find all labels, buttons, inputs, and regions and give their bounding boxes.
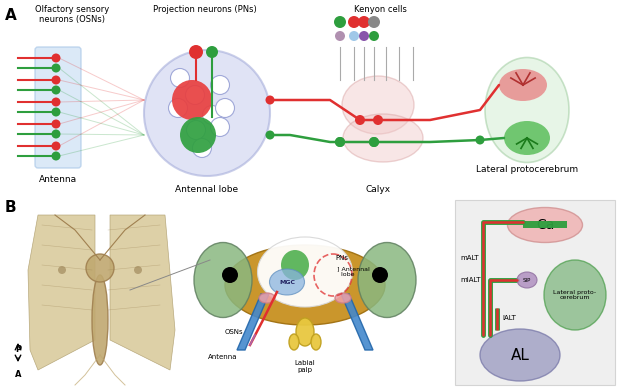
- Circle shape: [373, 115, 383, 125]
- Text: A: A: [15, 370, 21, 379]
- Text: PNs: PNs: [335, 255, 348, 261]
- Circle shape: [369, 137, 379, 147]
- Text: A: A: [5, 8, 17, 23]
- Text: lALT: lALT: [502, 315, 516, 321]
- Ellipse shape: [342, 76, 414, 134]
- Text: SIP: SIP: [523, 277, 531, 283]
- Circle shape: [335, 31, 345, 41]
- Ellipse shape: [92, 275, 108, 365]
- Circle shape: [349, 31, 359, 41]
- Text: P: P: [15, 346, 21, 354]
- Circle shape: [134, 266, 142, 274]
- Circle shape: [193, 139, 212, 158]
- Circle shape: [51, 120, 60, 128]
- Ellipse shape: [499, 69, 547, 101]
- Ellipse shape: [270, 269, 305, 295]
- Text: ] Antennal
  lobe: ] Antennal lobe: [337, 267, 370, 277]
- Ellipse shape: [289, 334, 299, 350]
- Ellipse shape: [311, 334, 321, 350]
- Circle shape: [369, 31, 379, 41]
- Circle shape: [372, 267, 388, 283]
- Circle shape: [172, 80, 212, 120]
- Circle shape: [180, 117, 216, 153]
- Polygon shape: [28, 215, 95, 370]
- Circle shape: [265, 130, 275, 139]
- Text: OSNs: OSNs: [225, 329, 243, 335]
- Ellipse shape: [504, 121, 550, 155]
- Text: Labial
palp: Labial palp: [295, 360, 315, 373]
- Ellipse shape: [296, 318, 314, 346]
- Circle shape: [168, 99, 188, 118]
- Circle shape: [189, 45, 203, 59]
- Ellipse shape: [480, 329, 560, 381]
- Circle shape: [206, 46, 218, 58]
- Circle shape: [334, 16, 346, 28]
- Circle shape: [170, 68, 189, 87]
- Text: Antenna: Antenna: [207, 354, 237, 360]
- Polygon shape: [237, 294, 269, 350]
- Circle shape: [355, 115, 365, 125]
- Circle shape: [51, 142, 60, 151]
- Ellipse shape: [335, 293, 351, 303]
- Circle shape: [358, 16, 370, 28]
- Circle shape: [210, 75, 230, 94]
- FancyBboxPatch shape: [35, 47, 81, 168]
- Ellipse shape: [225, 245, 385, 325]
- Circle shape: [51, 98, 60, 106]
- Text: Calyx: Calyx: [365, 185, 391, 194]
- Ellipse shape: [485, 58, 569, 163]
- Circle shape: [369, 137, 379, 147]
- Text: mALT: mALT: [460, 255, 479, 261]
- Ellipse shape: [343, 114, 423, 162]
- Ellipse shape: [194, 243, 252, 317]
- Circle shape: [51, 63, 60, 72]
- Circle shape: [368, 16, 380, 28]
- Circle shape: [202, 106, 222, 125]
- Circle shape: [335, 137, 345, 147]
- Circle shape: [51, 151, 60, 161]
- Circle shape: [335, 137, 345, 147]
- Circle shape: [348, 16, 360, 28]
- Text: MGC: MGC: [279, 279, 295, 284]
- Circle shape: [51, 108, 60, 116]
- Circle shape: [51, 53, 60, 62]
- Ellipse shape: [508, 207, 582, 243]
- Ellipse shape: [257, 237, 352, 307]
- Circle shape: [144, 50, 270, 176]
- Text: B: B: [5, 200, 17, 215]
- Circle shape: [51, 130, 60, 139]
- Ellipse shape: [281, 250, 309, 280]
- Circle shape: [51, 86, 60, 94]
- Circle shape: [86, 254, 114, 282]
- Text: Projection neurons (PNs): Projection neurons (PNs): [153, 5, 257, 14]
- Polygon shape: [341, 294, 373, 350]
- Text: Antenna: Antenna: [39, 175, 77, 184]
- Text: Lateral protocerebrum: Lateral protocerebrum: [476, 165, 578, 174]
- Circle shape: [476, 135, 484, 144]
- Text: Antennal lobe: Antennal lobe: [175, 185, 239, 194]
- Bar: [523, 221, 567, 228]
- Circle shape: [215, 99, 234, 118]
- Ellipse shape: [259, 293, 275, 303]
- Ellipse shape: [358, 243, 416, 317]
- Circle shape: [51, 75, 60, 84]
- Circle shape: [222, 267, 238, 283]
- Circle shape: [210, 118, 230, 137]
- Circle shape: [359, 31, 369, 41]
- Ellipse shape: [544, 260, 606, 330]
- Text: Kenyon cells: Kenyon cells: [354, 5, 407, 14]
- Circle shape: [265, 96, 275, 104]
- Text: mIALT: mIALT: [460, 277, 481, 283]
- Circle shape: [58, 266, 66, 274]
- Text: Olfactory sensory
neurons (OSNs): Olfactory sensory neurons (OSNs): [35, 5, 109, 24]
- Text: Lateral proto-
cerebrum: Lateral proto- cerebrum: [553, 289, 597, 300]
- Polygon shape: [110, 215, 175, 370]
- Circle shape: [186, 86, 204, 104]
- Text: Ca: Ca: [536, 218, 554, 232]
- Ellipse shape: [517, 272, 537, 288]
- FancyBboxPatch shape: [455, 200, 615, 385]
- Circle shape: [186, 120, 205, 139]
- Text: AL: AL: [510, 348, 529, 363]
